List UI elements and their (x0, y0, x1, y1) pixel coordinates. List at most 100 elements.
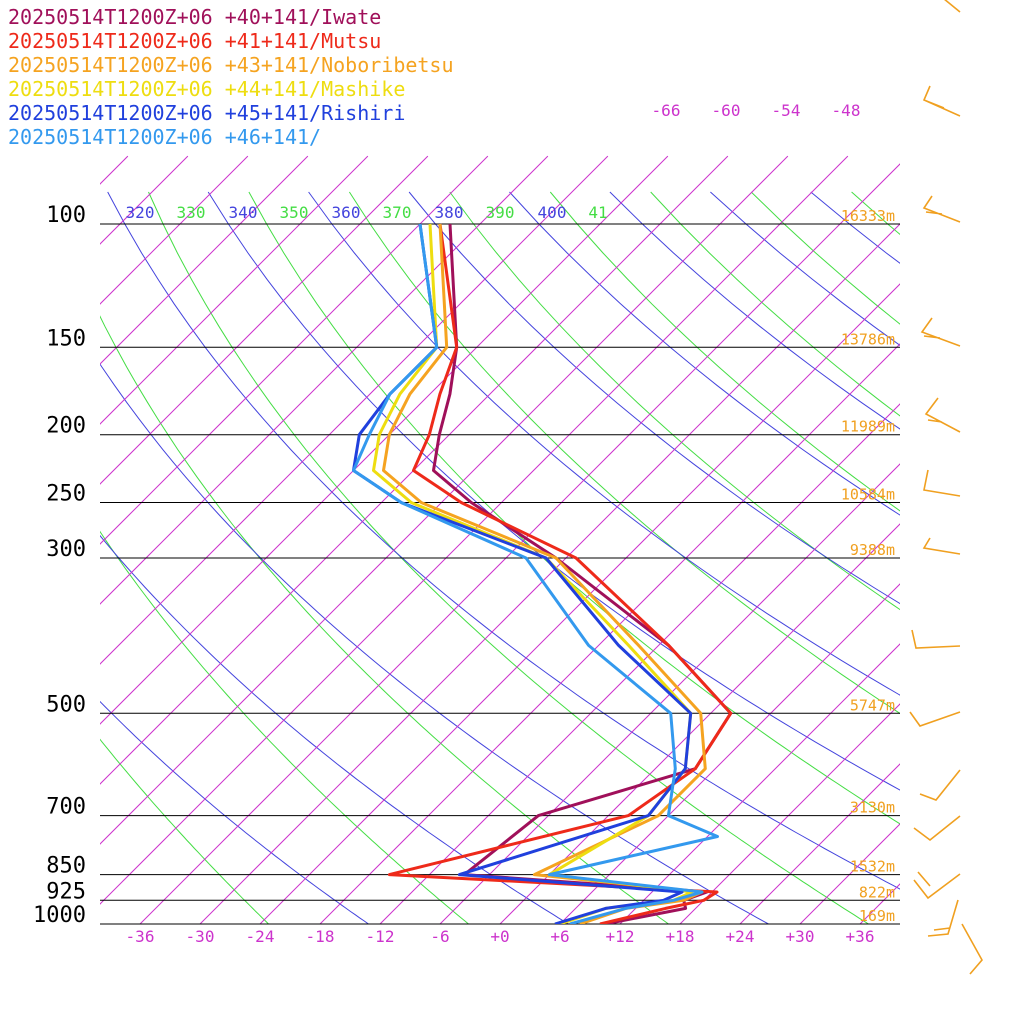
x-tick-label: -36 (126, 927, 155, 946)
pressure-label: 150 (46, 326, 86, 351)
isotherm-line (100, 155, 549, 605)
series-line-6 (352, 223, 719, 924)
theta-e-label: 390 (486, 203, 515, 222)
x-tick-label: -18 (306, 927, 335, 946)
wind-barb (923, 469, 961, 497)
isotherm-line (100, 155, 369, 425)
wind-barb (913, 815, 961, 842)
isotherm-line (259, 283, 900, 924)
wind-barb (909, 711, 961, 727)
isotherm-line (100, 155, 249, 305)
isotherm-line (965, 156, 1024, 939)
pressure-label: 1000 (33, 903, 86, 928)
dry-adiabat-line (308, 191, 900, 696)
x-tick-label: +0 (490, 927, 509, 946)
isotherm-line (319, 343, 900, 924)
dry-adiabat-line (710, 191, 900, 346)
isotherm-line (100, 155, 849, 905)
x-tick-label: -30 (186, 927, 215, 946)
theta-label: 320 (126, 203, 155, 222)
legend: 20250514T1200Z+06 +40+141/Iwate 20250514T… (8, 5, 454, 149)
theta-e-label: 350 (280, 203, 309, 222)
isotherm-line (799, 823, 900, 924)
dry-adiabat-line (100, 534, 570, 924)
legend-entry-4: 20250514T1200Z+06 +44+141/Mashike (8, 77, 405, 101)
theta-label: 400 (538, 203, 567, 222)
wind-barb (961, 923, 983, 975)
isotherm-line (439, 463, 900, 924)
legend-entry-5: 20250514T1200Z+06 +45+141/Rishiri (8, 101, 405, 125)
wind-barb (913, 871, 961, 900)
pressure-label: 925 (46, 879, 86, 904)
isotherm-line (100, 155, 789, 845)
theta-label: 380 (435, 203, 464, 222)
theta-e-label: 370 (383, 203, 412, 222)
height-label: 13786m (841, 330, 895, 348)
sounding-series (352, 223, 733, 924)
isotherm-line (905, 156, 1024, 939)
isotherm-line (100, 155, 429, 485)
wind-barb (920, 317, 961, 347)
x-tick-label: -24 (246, 927, 275, 946)
dry-adiabats (100, 191, 1024, 939)
pressure-label: 700 (46, 795, 86, 820)
pressure-label: 500 (46, 692, 86, 717)
x-tick-label: -6 (430, 927, 449, 946)
isotherm-line (379, 403, 900, 924)
isotherm-line (100, 155, 309, 365)
top-labels: 320 340 360 380 400 330 350 370 390 41 -66 -60 -54 -4… (126, 101, 861, 222)
theta-e-line (750, 191, 900, 325)
series-line-2 (387, 223, 733, 924)
isotherm-line (100, 155, 489, 545)
x-tick-label: +6 (550, 927, 569, 946)
isotherm-line (679, 703, 900, 924)
wind-barb (922, 195, 961, 223)
x-tick-label: +18 (666, 927, 695, 946)
x-tick-label: +30 (786, 927, 815, 946)
series-line-1 (432, 223, 733, 924)
pressure-label: 250 (46, 482, 86, 507)
theta-e-line (100, 530, 470, 924)
wind-barb (919, 769, 961, 801)
x-tick-label: +12 (606, 927, 635, 946)
height-label: 822m (859, 883, 895, 901)
dry-adiabat-line (100, 700, 370, 924)
theta-e-line (952, 192, 1024, 939)
series-line-5 (352, 223, 693, 924)
height-label: 11989m (841, 418, 895, 436)
isotherm-line (559, 583, 900, 924)
legend-entry-3: 20250514T1200Z+06 +43+141/Noboribetsu (8, 53, 454, 77)
pressure-label: 200 (46, 414, 86, 439)
isotherm-line (0, 156, 8, 939)
x-tick-label: +36 (846, 927, 875, 946)
legend-entry-1: 20250514T1200Z+06 +40+141/Iwate (8, 5, 381, 29)
height-label: 16333m (841, 207, 895, 225)
x-axis-ticks: -36 -30 -24 -18 -12 -6 +0 +6 +12 +18 +24 +30 +36 (126, 927, 875, 946)
theta-e-label: 41 (588, 203, 607, 222)
isotherm-line (499, 523, 900, 924)
isotherm-top-label: -54 (772, 101, 801, 120)
isotherm-line (100, 155, 729, 785)
isotherm-line (100, 155, 189, 245)
x-tick-label: -12 (366, 927, 395, 946)
dry-adiabat-line (609, 191, 900, 430)
height-label: 3130m (850, 799, 895, 817)
isotherm-line (619, 643, 900, 924)
theta-e-line (100, 315, 670, 924)
pressure-label: 850 (46, 854, 86, 879)
theta-e-line (449, 191, 900, 611)
wind-barb (922, 537, 961, 555)
wind-barb (922, 85, 961, 117)
theta-e-line (100, 738, 270, 924)
dry-adiabat-line (810, 191, 900, 264)
theta-label: 340 (229, 203, 258, 222)
dry-adiabat-line (911, 192, 1024, 939)
x-tick-label: +24 (726, 927, 755, 946)
isotherm-line (100, 155, 609, 665)
isotherm-line (739, 763, 900, 924)
wind-barb (911, 629, 961, 649)
theta-e-adiabats (100, 191, 1024, 939)
height-label: 10584m (841, 486, 895, 504)
